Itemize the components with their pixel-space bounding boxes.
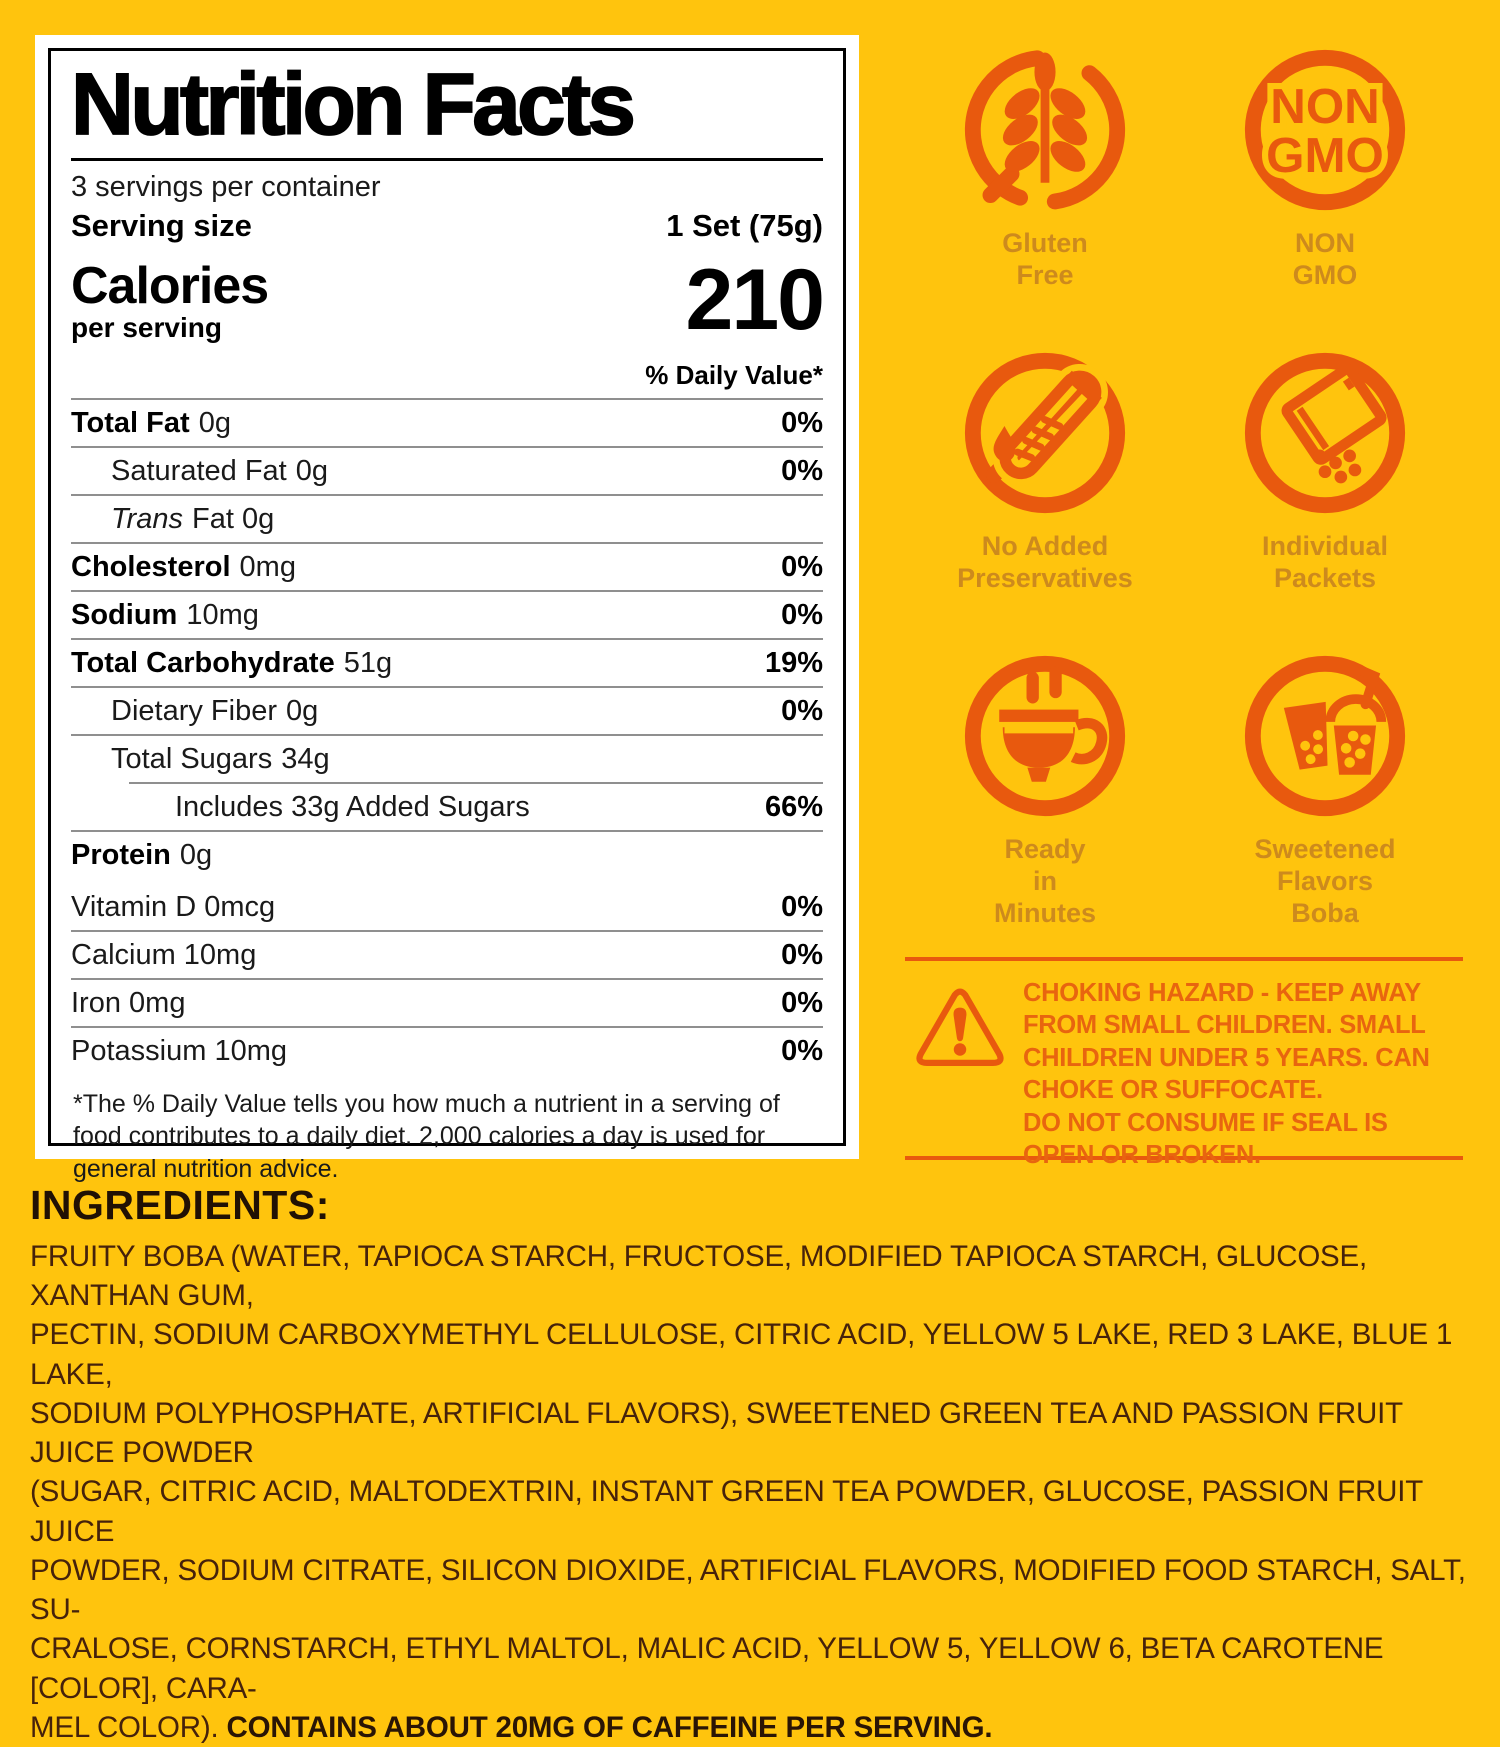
svg-text:GMO: GMO [1266,128,1384,183]
sweetened-flavors-boba-icon [1244,655,1406,817]
servings-per-container: 3 servings per container [71,170,381,203]
ingredients-body: FRUITY BOBA (WATER, TAPIOCA STARCH, FRUC… [30,1237,1474,1747]
badge-label-gluten-free: Gluten Free [1002,228,1088,290]
badge-gluten-free: Gluten Free [905,42,1185,345]
serving-size-label: Serving size [71,207,252,243]
feature-badges: Gluten Free NON GMO NON GMO [905,42,1465,951]
warning-triangle-icon [916,988,1004,1066]
non-gmo-icon: NON GMO [1244,49,1406,211]
ingredients-last-line: MEL COLOR). CONTAINS ABOUT 20MG OF CAFFE… [30,1710,993,1744]
badge-label-ready-in-minutes: Ready in Minutes [993,834,1096,928]
badge-label-non-gmo: NON GMO [1292,228,1358,290]
nutrition-facts-border: Nutrition Facts 3 servings per container… [48,48,846,1183]
ingredients-heading: INGREDIENTS: [30,1182,330,1228]
no-added-preservatives-icon [964,352,1126,514]
ingredients-line: PECTIN, SODIUM CARBOXYMETHYL CELLULOSE, … [30,1318,1453,1391]
svg-text:NON: NON [1270,79,1379,134]
nutrient-row: Total Sugars 34g [71,733,823,782]
nutrient-row: Dietary Fiber 0g 0% [71,685,823,734]
badge-sweetened-flavors-boba: Sweetened Flavors Boba [1185,648,1465,951]
vitamin-row: Calcium 10mg 0% [71,929,823,978]
ingredients-line: CRALOSE, CORNSTARCH, ETHYL MALTOL, MALIC… [30,1632,1384,1705]
badge-label-no-added-preservatives: No Added Preservatives [957,531,1133,593]
badge-individual-packets: Individual Packets [1185,345,1465,648]
vitamin-row: Iron 0mg 0% [71,977,823,1026]
vitamin-rows: Vitamin D 0mcg 0% Calcium 10mg 0% Iron 0mg 0%… [71,884,823,1074]
ready-in-minutes-icon [964,655,1126,817]
nutrient-row: Saturated Fat 0g 0% [71,445,823,494]
calories-value: 210 [685,251,825,348]
nutrient-row: Cholesterol 0mg 0% [71,541,823,590]
vitamin-row: Vitamin D 0mcg 0% [71,890,823,923]
badge-ready-in-minutes: Ready in Minutes [905,648,1185,951]
calories-label: Calories [71,256,269,315]
nutrient-row: Total Carbohydrate 51g 19% [71,637,823,686]
ingredients-line: FRUITY BOBA (WATER, TAPIOCA STARCH, FRUC… [30,1240,1368,1313]
nutrition-facts-title: Nutrition Facts [70,56,637,153]
choking-hazard-text: CHOKING HAZARD - KEEP AWAY FROM SMALL CH… [1023,979,1430,1169]
badge-label-individual-packets: Individual Packets [1261,531,1388,593]
nutrient-rows: Total Fat 0g 0% Saturated Fat 0g 0% Trans Fat 0… [71,397,823,878]
caffeine-note: CONTAINS ABOUT 20MG OF CAFFEINE PER SERV… [226,1710,993,1744]
nutrient-row: Protein 0g [71,829,823,878]
product-label: { "colors": { "background": "#FFC40D", "… [30,35,1466,1744]
ingredients-line: POWDER, SODIUM CITRATE, SILICON DIOXIDE,… [30,1553,1466,1627]
ingredients-line: SODIUM POLYPHOSPHATE, ARTIFICIAL FLAVORS… [30,1396,1403,1470]
ingredients-line: (SUGAR, CITRIC ACID, MALTODEXTRIN, INSTA… [30,1475,1423,1548]
nutrient-row: Trans Fat 0g [71,493,823,542]
serving-size-value: 1 Set (75g) [666,207,823,243]
gluten-free-icon [964,49,1126,211]
daily-value-header: % Daily Value* [645,359,823,390]
nutrition-facts-panel: Nutrition Facts 3 servings per container… [35,35,859,1183]
nutrient-row: Includes 33g Added Sugars 66% [129,781,823,830]
calories-row: Calories per serving 210 [71,251,825,348]
serving-size-row: Serving size 1 Set (75g) [71,208,823,244]
vitamin-row: Potassium 10mg 0% [71,1025,823,1074]
title-divider [71,157,823,161]
individual-packets-icon [1244,352,1406,514]
calories-sublabel: per serving [71,311,222,343]
daily-value-footnote: *The % Daily Value tells you how much a … [73,1089,780,1183]
badge-non-gmo: NON GMO NON GMO [1185,42,1465,345]
nutrient-row: Total Fat 0g 0% [71,397,823,446]
ingredients-section: INGREDIENTS: FRUITY BOBA (WATER, TAPIOCA… [30,1182,1474,1747]
badge-no-added-preservatives: No Added Preservatives [905,345,1185,648]
badge-label-sweetened-flavors-boba: Sweetened Flavors Boba [1254,834,1396,928]
nutrient-row: Sodium 10mg 0% [71,589,823,638]
choking-hazard-box: CHOKING HAZARD - KEEP AWAY FROM SMALL CH… [905,957,1463,1169]
